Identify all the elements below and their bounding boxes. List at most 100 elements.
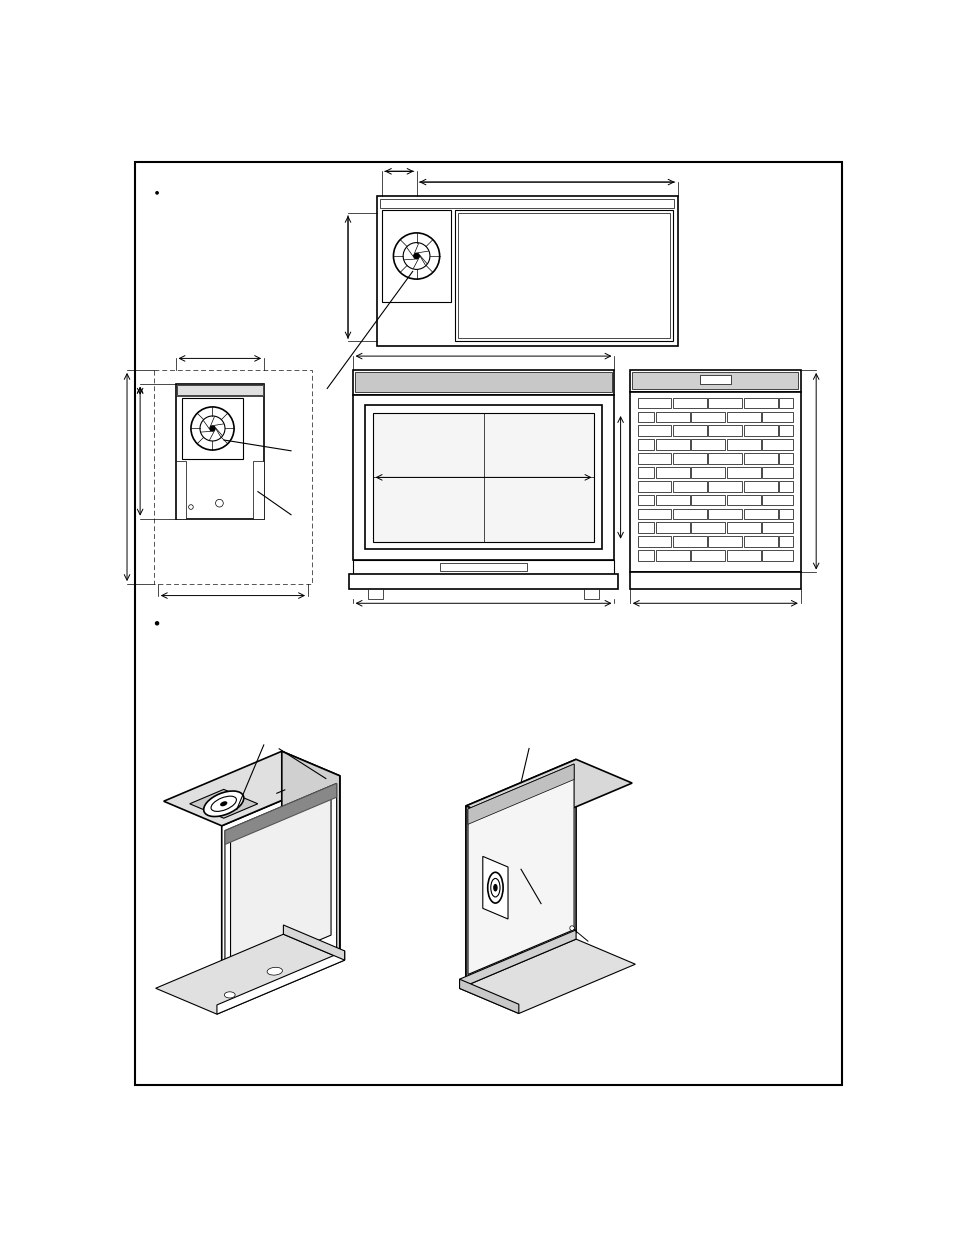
Bar bbox=[629, 391, 800, 573]
Circle shape bbox=[200, 416, 225, 441]
Bar bbox=[708, 398, 741, 409]
Bar bbox=[656, 495, 689, 505]
Polygon shape bbox=[459, 939, 635, 1014]
Circle shape bbox=[569, 926, 574, 930]
Bar bbox=[656, 550, 689, 561]
Bar bbox=[353, 395, 614, 561]
Bar bbox=[583, 589, 598, 599]
Bar bbox=[637, 480, 671, 492]
Bar bbox=[656, 522, 689, 534]
Ellipse shape bbox=[224, 992, 234, 998]
Bar bbox=[761, 550, 792, 561]
Polygon shape bbox=[468, 764, 574, 974]
Bar bbox=[376, 196, 677, 346]
Bar bbox=[353, 370, 614, 395]
Bar bbox=[672, 536, 706, 547]
Bar bbox=[761, 495, 792, 505]
Polygon shape bbox=[459, 979, 518, 1014]
Bar bbox=[637, 425, 671, 436]
Polygon shape bbox=[190, 789, 257, 818]
Bar bbox=[181, 398, 243, 459]
Bar bbox=[691, 467, 724, 478]
Bar bbox=[380, 199, 674, 209]
Bar bbox=[637, 536, 671, 547]
Bar bbox=[381, 210, 451, 303]
Polygon shape bbox=[221, 776, 339, 1003]
Bar bbox=[365, 405, 601, 550]
Bar bbox=[779, 453, 792, 464]
Polygon shape bbox=[465, 806, 521, 1003]
Bar bbox=[779, 509, 792, 520]
Ellipse shape bbox=[220, 802, 227, 805]
Bar bbox=[691, 522, 724, 534]
Bar bbox=[761, 440, 792, 450]
Polygon shape bbox=[465, 760, 576, 979]
Bar bbox=[637, 453, 671, 464]
Bar bbox=[708, 480, 741, 492]
Bar bbox=[656, 467, 689, 478]
Polygon shape bbox=[459, 930, 576, 988]
Bar bbox=[743, 536, 777, 547]
Bar bbox=[637, 398, 671, 409]
Polygon shape bbox=[482, 856, 508, 919]
Bar bbox=[779, 398, 792, 409]
Bar bbox=[629, 370, 800, 391]
Bar bbox=[672, 480, 706, 492]
Polygon shape bbox=[283, 925, 344, 960]
Bar bbox=[175, 384, 264, 396]
Circle shape bbox=[191, 406, 233, 450]
Bar bbox=[743, 425, 777, 436]
Bar bbox=[637, 550, 654, 561]
Bar bbox=[672, 509, 706, 520]
Bar bbox=[743, 453, 777, 464]
Bar bbox=[353, 561, 614, 574]
Ellipse shape bbox=[267, 967, 282, 976]
Polygon shape bbox=[468, 764, 574, 824]
Polygon shape bbox=[164, 751, 339, 826]
Bar bbox=[708, 509, 741, 520]
Bar bbox=[373, 412, 594, 542]
Bar bbox=[656, 440, 689, 450]
Bar bbox=[253, 461, 264, 519]
Polygon shape bbox=[225, 783, 336, 995]
Bar bbox=[368, 589, 383, 599]
Circle shape bbox=[210, 426, 214, 431]
Polygon shape bbox=[231, 797, 331, 978]
Bar bbox=[355, 372, 612, 393]
Polygon shape bbox=[216, 951, 344, 1014]
Bar bbox=[637, 495, 654, 505]
Circle shape bbox=[393, 233, 439, 279]
Ellipse shape bbox=[204, 792, 244, 816]
Bar bbox=[637, 522, 654, 534]
Bar bbox=[779, 536, 792, 547]
Bar bbox=[761, 467, 792, 478]
Bar bbox=[708, 536, 741, 547]
Circle shape bbox=[215, 499, 223, 508]
Bar bbox=[726, 495, 760, 505]
Circle shape bbox=[189, 505, 193, 509]
Polygon shape bbox=[155, 934, 344, 1014]
Bar bbox=[743, 480, 777, 492]
Bar bbox=[632, 372, 798, 389]
Polygon shape bbox=[281, 751, 339, 953]
Bar bbox=[726, 440, 760, 450]
Polygon shape bbox=[225, 783, 336, 845]
Bar bbox=[726, 467, 760, 478]
Bar bbox=[743, 398, 777, 409]
Bar bbox=[726, 411, 760, 422]
Ellipse shape bbox=[494, 884, 497, 890]
Bar bbox=[700, 374, 730, 384]
Bar bbox=[637, 467, 654, 478]
Bar bbox=[153, 370, 312, 584]
Bar bbox=[457, 212, 669, 338]
Ellipse shape bbox=[490, 878, 499, 897]
Bar bbox=[637, 440, 654, 450]
Bar bbox=[726, 522, 760, 534]
Circle shape bbox=[155, 191, 158, 194]
Bar bbox=[637, 509, 671, 520]
Bar bbox=[175, 384, 264, 519]
Bar bbox=[761, 522, 792, 534]
Bar bbox=[691, 440, 724, 450]
Circle shape bbox=[414, 253, 419, 259]
Bar bbox=[175, 461, 186, 519]
